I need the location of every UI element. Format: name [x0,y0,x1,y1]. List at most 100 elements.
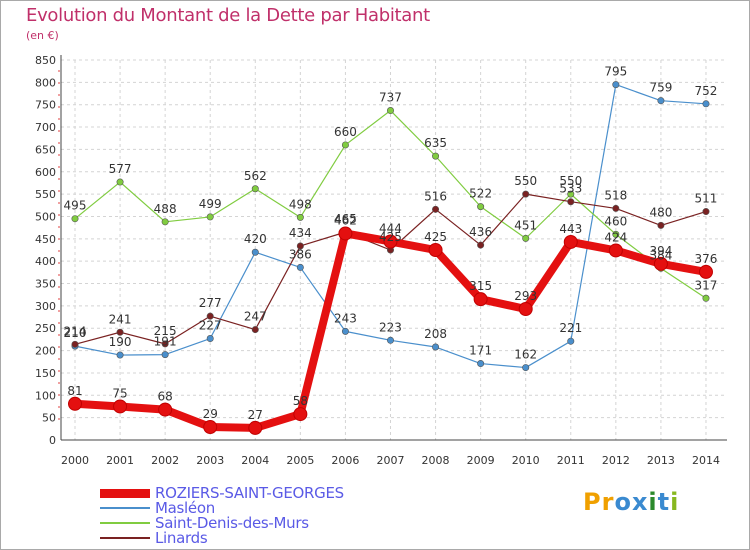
legend-swatch [100,488,150,498]
logo-letter: o [614,488,632,516]
data-label: 533 [559,182,582,196]
data-label: 436 [469,225,492,239]
data-label: 241 [109,312,132,326]
data-label: 577 [109,162,132,176]
y-tick-label: 600 [35,166,56,179]
data-label: 247 [244,310,267,324]
logo-letter: r [601,488,615,516]
x-tick-label: 2011 [557,454,585,467]
data-point [522,234,530,242]
legend-swatch [100,537,150,539]
data-label: 444 [379,222,402,236]
y-tick-label: 150 [35,367,56,380]
data-label: 386 [289,247,312,261]
legend-swatch [100,522,150,524]
data-point [161,351,169,359]
data-point [657,221,665,229]
proxiti-logo: Proxiti [583,488,679,516]
data-label: 465 [334,212,357,226]
legend-label: Saint-Denis-des-Murs [155,514,309,532]
y-tick-label: 100 [35,389,56,402]
data-label: 190 [109,335,132,349]
data-point [702,294,710,302]
y-tick-label: 450 [35,233,56,246]
data-point [432,343,440,351]
data-label: 424 [604,230,627,244]
data-label: 498 [289,197,312,211]
data-label: 191 [154,335,177,349]
legend-label: Masléon [155,499,215,517]
data-point [248,420,263,435]
x-tick-label: 2010 [512,454,540,467]
data-point [296,242,304,250]
y-tick-label: 50 [42,412,56,425]
data-label: 451 [514,218,537,232]
y-tick-label: 500 [35,210,56,223]
data-point [612,81,620,89]
data-point [477,241,485,249]
data-point [158,402,173,417]
data-point [338,226,353,241]
data-point [203,420,218,435]
data-label: 495 [64,199,87,213]
data-label: 737 [379,91,402,105]
data-point [477,203,485,211]
data-label: 315 [469,279,492,293]
x-tick-label: 2006 [331,454,359,467]
data-label: 214 [64,324,87,338]
y-tick-label: 300 [35,300,56,313]
data-point [563,234,578,249]
data-label: 75 [112,386,127,400]
y-tick-label: 200 [35,345,56,358]
data-point [383,234,398,249]
x-tick-label: 2004 [241,454,269,467]
data-point [296,213,304,221]
data-label: 376 [695,252,718,266]
data-point [251,326,259,334]
data-label: 522 [469,187,492,201]
data-label: 488 [154,202,177,216]
data-point [116,351,124,359]
data-label: 162 [514,348,537,362]
data-label: 434 [289,226,312,240]
y-tick-label: 550 [35,188,56,201]
logo-letter: x [631,488,649,516]
data-point [206,335,214,343]
data-label: 550 [514,174,537,188]
y-tick-label: 650 [35,143,56,156]
legend-swatch [100,507,150,509]
x-tick-label: 2008 [422,454,450,467]
x-tick-label: 2013 [647,454,675,467]
legend-label: ROZIERS-SAINT-GEORGES [155,484,344,502]
data-point [251,248,259,256]
data-point [522,190,530,198]
data-point [698,264,713,279]
data-point [71,340,79,348]
data-label: 221 [559,321,582,335]
data-label: 759 [649,81,672,95]
data-point [428,243,443,257]
data-label: 516 [424,189,447,203]
data-label: 499 [199,197,222,211]
data-point [612,204,620,212]
data-label: 460 [604,214,627,228]
x-tick-label: 2007 [376,454,404,467]
x-tick-label: 2001 [106,454,134,467]
data-label: 462 [334,213,357,227]
data-point [567,198,575,206]
data-point [477,360,485,368]
data-label: 795 [604,65,627,79]
y-tick-label: 250 [35,322,56,335]
data-point [432,205,440,213]
data-point [71,215,79,223]
y-tick-label: 700 [35,121,56,134]
logo-letter: i [648,488,658,516]
data-point [432,152,440,160]
data-point [473,292,488,307]
data-label: 384 [649,248,672,262]
data-point [518,302,533,317]
logo-letter: t [657,488,671,516]
data-label: 425 [379,230,402,244]
